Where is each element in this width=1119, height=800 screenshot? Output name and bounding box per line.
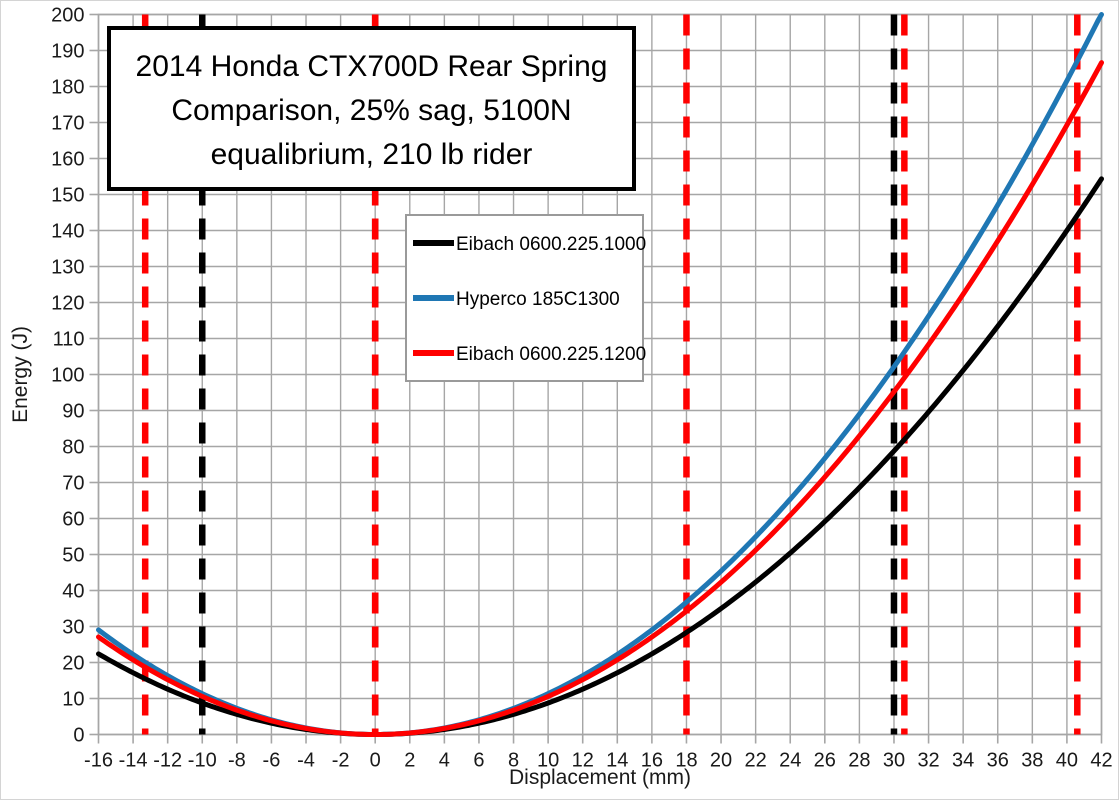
- x-tick-label: 34: [952, 750, 974, 772]
- x-tick-label: 24: [779, 750, 801, 772]
- y-tick-label: 200: [51, 5, 84, 27]
- y-tick-label: 130: [51, 257, 84, 279]
- y-tick-label: 60: [62, 509, 84, 531]
- title-line-1: Comparison, 25% sag, 5100N: [171, 94, 571, 127]
- x-tick-label: 10: [537, 750, 559, 772]
- y-tick-label: 80: [62, 437, 84, 459]
- legend-label-0: Eibach 0600.225.1000: [456, 234, 646, 255]
- x-tick-label: 28: [848, 750, 870, 772]
- y-tick-label: 180: [51, 77, 84, 99]
- x-tick-label: 26: [814, 750, 836, 772]
- x-tick-label: 6: [473, 750, 484, 772]
- legend-label-1: Hyperco 185C1300: [456, 289, 620, 310]
- x-tick-label: 22: [745, 750, 767, 772]
- data-series-lines: [96, 12, 1104, 737]
- y-tick-label: 20: [62, 653, 84, 675]
- x-tick-label: -12: [153, 750, 182, 772]
- x-tick-label: 42: [1090, 750, 1112, 772]
- axis-titles: Displacement (mm) Energy (J): [9, 326, 691, 789]
- title-line-0: 2014 Honda CTX700D Rear Spring: [136, 50, 608, 83]
- x-tick-label: -10: [188, 750, 217, 772]
- x-tick-label: 14: [606, 750, 628, 772]
- chart-title-box: 2014 Honda CTX700D Rear Spring Comparison…: [107, 26, 636, 191]
- y-tick-label: 170: [51, 113, 84, 135]
- x-tick-label: 4: [439, 750, 450, 772]
- y-tick-label: 30: [62, 617, 84, 639]
- x-tick-label: 40: [1056, 750, 1078, 772]
- y-axis-title: Energy (J): [9, 326, 32, 423]
- x-tick-label: 16: [641, 750, 663, 772]
- title-line-2: equalibrium, 210 lb rider: [211, 138, 533, 171]
- x-tick-label: 0: [370, 750, 381, 772]
- x-tick-label: -14: [119, 750, 148, 772]
- title-box: [107, 26, 636, 191]
- x-tick-label: -4: [297, 750, 315, 772]
- x-tick-label: -6: [263, 750, 281, 772]
- x-tick-label: -16: [84, 750, 113, 772]
- y-tick-label: 100: [51, 365, 84, 387]
- x-axis-tick-labels: -16 -14 -12 -10 -8 -6 -4 -2 0 2 4 6 8 10 12 14 16 18 20 22 2…: [84, 750, 1113, 772]
- x-tick-label: 8: [508, 750, 519, 772]
- x-tick-label: 20: [710, 750, 732, 772]
- x-tick-label: 2: [404, 750, 415, 772]
- x-tick-label: -8: [228, 750, 246, 772]
- x-tick-label: 30: [883, 750, 905, 772]
- y-tick-label: 140: [51, 221, 84, 243]
- x-tick-label: 38: [1021, 750, 1043, 772]
- chart-legend: Eibach 0600.225.1000 Hyperco 185C1300 Eiba…: [405, 214, 646, 382]
- y-axis-tick-labels: 0 10 20 30 40 50 60 70 80 90 100 110 120 130 140 150 160…: [51, 5, 84, 747]
- x-tick-label: 36: [987, 750, 1009, 772]
- series-line-0: [96, 176, 1104, 737]
- y-tick-label: 120: [51, 293, 84, 315]
- x-tick-label: 32: [917, 750, 939, 772]
- y-tick-label: 50: [62, 545, 84, 567]
- x-tick-label: 18: [675, 750, 697, 772]
- y-tick-label: 10: [62, 689, 84, 711]
- series-line-2: [96, 60, 1104, 737]
- y-tick-label: 70: [62, 473, 84, 495]
- y-tick-label: 150: [51, 185, 84, 207]
- x-tick-label: -2: [332, 750, 350, 772]
- y-tick-label: 110: [53, 329, 85, 351]
- y-tick-label: 190: [51, 41, 84, 63]
- x-tick-label: 12: [572, 750, 594, 772]
- axis-ticks: [89, 13, 1103, 744]
- y-tick-label: 40: [62, 581, 84, 603]
- y-tick-label: 0: [73, 725, 84, 747]
- y-tick-label: 160: [51, 149, 84, 171]
- y-tick-label: 90: [62, 401, 84, 423]
- legend-label-2: Eibach 0600.225.1200: [456, 344, 646, 365]
- x-axis-title: Displacement (mm): [509, 766, 691, 789]
